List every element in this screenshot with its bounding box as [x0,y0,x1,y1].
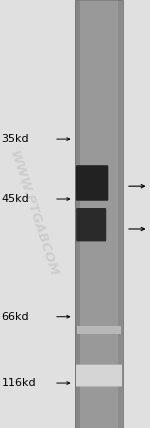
FancyBboxPatch shape [76,208,106,241]
Text: 116kd: 116kd [2,378,36,388]
Bar [75,0,123,428]
Text: 45kd: 45kd [2,194,29,204]
Bar [118,0,123,428]
Text: 35kd: 35kd [2,134,29,144]
Bar [77,326,121,334]
Text: 66kd: 66kd [2,312,29,322]
Bar [75,0,80,428]
FancyBboxPatch shape [76,165,108,201]
FancyBboxPatch shape [76,365,122,386]
Text: WWW.PTGABCOM: WWW.PTGABCOM [6,149,60,279]
